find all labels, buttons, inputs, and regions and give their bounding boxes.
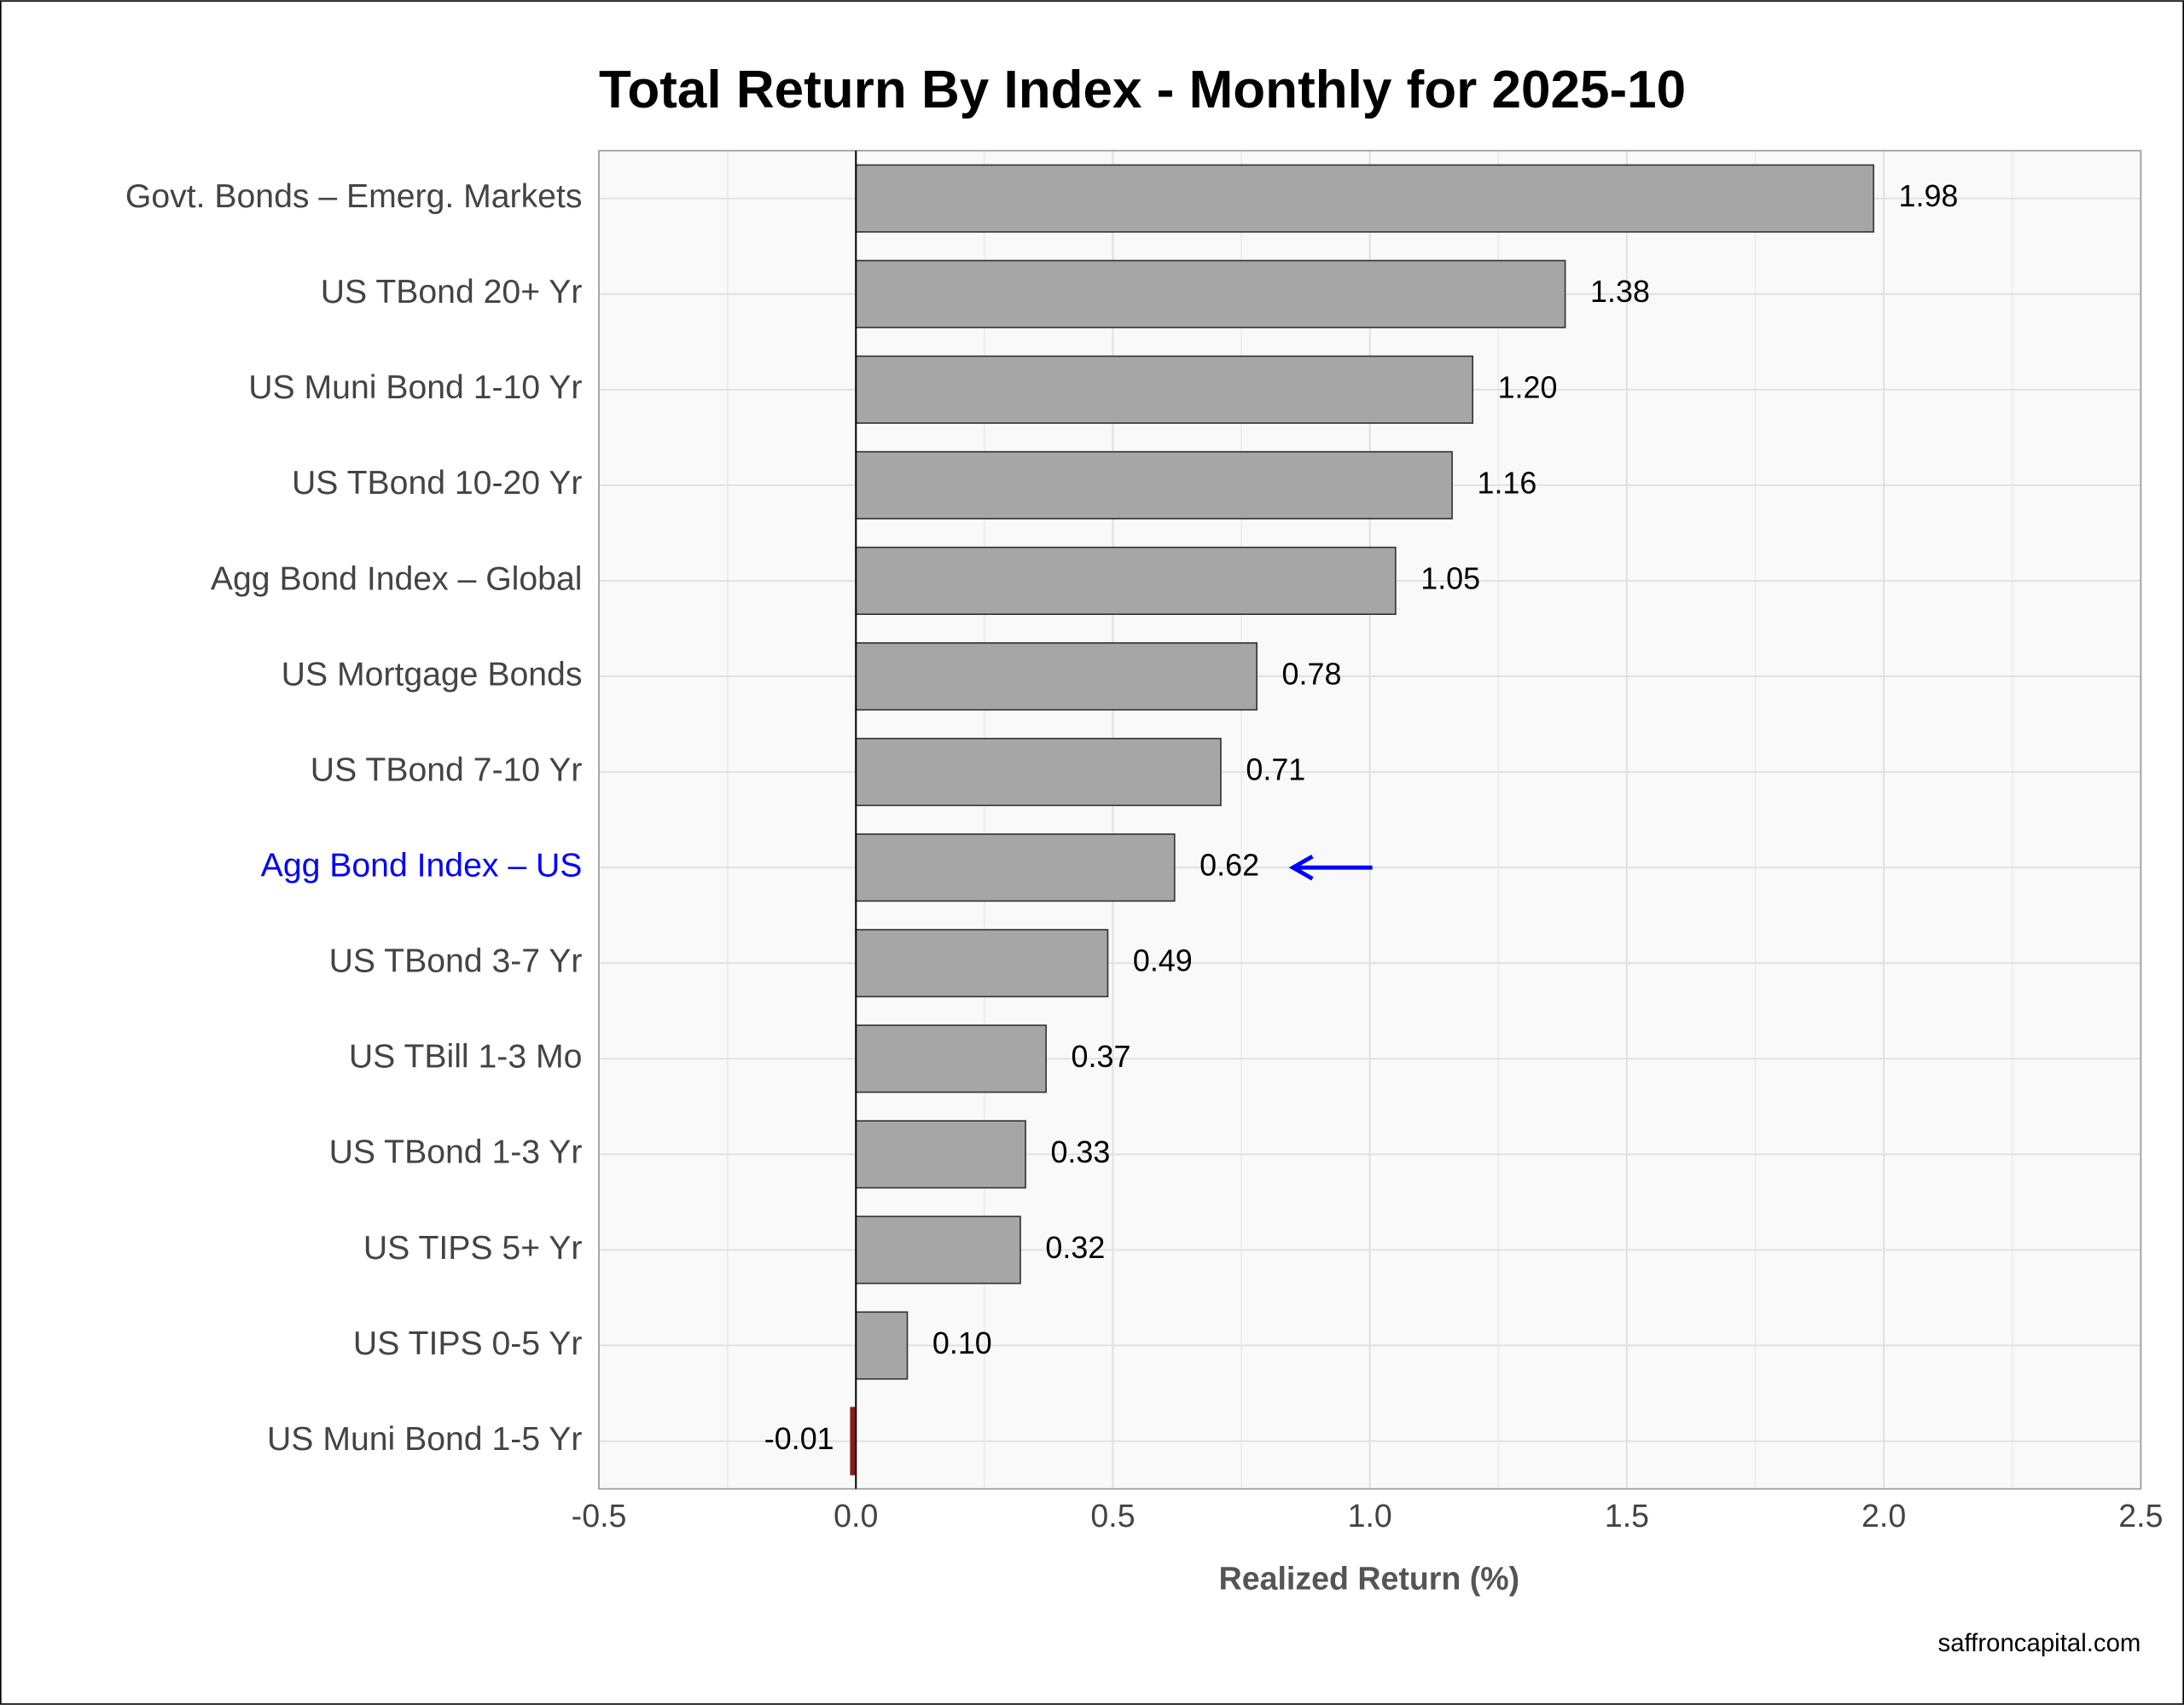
x-axis-title: Realized Return (%) <box>1219 1560 1520 1596</box>
value-label: 0.33 <box>1050 1134 1110 1169</box>
x-tick-label: 2.0 <box>1862 1498 1906 1534</box>
bar <box>855 1024 1047 1093</box>
bar <box>855 450 1453 519</box>
value-label: 1.38 <box>1590 274 1650 309</box>
highlight-arrowhead <box>1288 854 1314 881</box>
x-tick-label: -0.5 <box>572 1498 627 1534</box>
x-tick-label: 1.0 <box>1348 1498 1392 1534</box>
y-tick-label: US TBond 10-20 Yr <box>292 465 582 502</box>
bar <box>855 833 1176 902</box>
value-label: 0.71 <box>1246 752 1305 787</box>
value-label: 0.10 <box>932 1325 992 1360</box>
bar <box>855 546 1397 615</box>
y-tick-label: US Mortgage Bonds <box>282 656 583 693</box>
y-tick-label: US TBond 1-3 Yr <box>329 1134 583 1171</box>
plot-border <box>598 149 2142 1490</box>
bar <box>855 929 1109 998</box>
bar <box>855 259 1566 328</box>
value-label: 0.37 <box>1072 1039 1131 1074</box>
x-tick-label: 0.5 <box>1090 1498 1135 1534</box>
bar <box>855 164 1874 233</box>
bar <box>855 1120 1026 1189</box>
y-tick-label: US TIPS 5+ Yr <box>363 1230 583 1267</box>
y-tick-label: US TBill 1-3 Mo <box>349 1039 583 1076</box>
bar <box>855 1311 909 1380</box>
y-tick-label: US TBond 20+ Yr <box>321 274 583 310</box>
value-label: 0.49 <box>1133 943 1193 978</box>
value-label: 1.16 <box>1477 465 1536 500</box>
value-label: 0.32 <box>1045 1230 1105 1265</box>
bar <box>855 355 1474 424</box>
y-tick-label: US Muni Bond 1-5 Yr <box>267 1421 582 1458</box>
y-tick-label: US Muni Bond 1-10 Yr <box>248 369 582 406</box>
y-tick-label: US TIPS 0-5 Yr <box>353 1325 583 1362</box>
value-label: -0.01 <box>764 1421 834 1456</box>
bar <box>855 641 1258 711</box>
x-tick-label: 1.5 <box>1605 1498 1649 1534</box>
value-label: 1.20 <box>1498 369 1558 404</box>
value-label: 0.62 <box>1199 848 1259 883</box>
x-tick-label: 2.5 <box>2118 1498 2163 1534</box>
chart-title: Total Return By Index - Monthly for 2025… <box>599 61 1686 119</box>
y-tick-label: US TBond 3-7 Yr <box>329 943 583 980</box>
y-tick-label: Agg Bond Index – Global <box>211 560 583 597</box>
y-tick-label: US TBond 7-10 Yr <box>311 751 583 788</box>
y-tick-label: Govt. Bonds – Emerg. Markets <box>125 178 583 215</box>
x-tick-label: 0.0 <box>834 1498 878 1534</box>
bar <box>855 1215 1021 1285</box>
y-tick-label: Agg Bond Index – US <box>261 848 583 884</box>
bar <box>855 738 1222 807</box>
footer: saffroncapital.com <box>1938 1629 2141 1657</box>
value-label: 0.78 <box>1282 657 1342 692</box>
value-label: 1.05 <box>1420 560 1480 595</box>
value-label: 1.98 <box>1899 178 1959 213</box>
